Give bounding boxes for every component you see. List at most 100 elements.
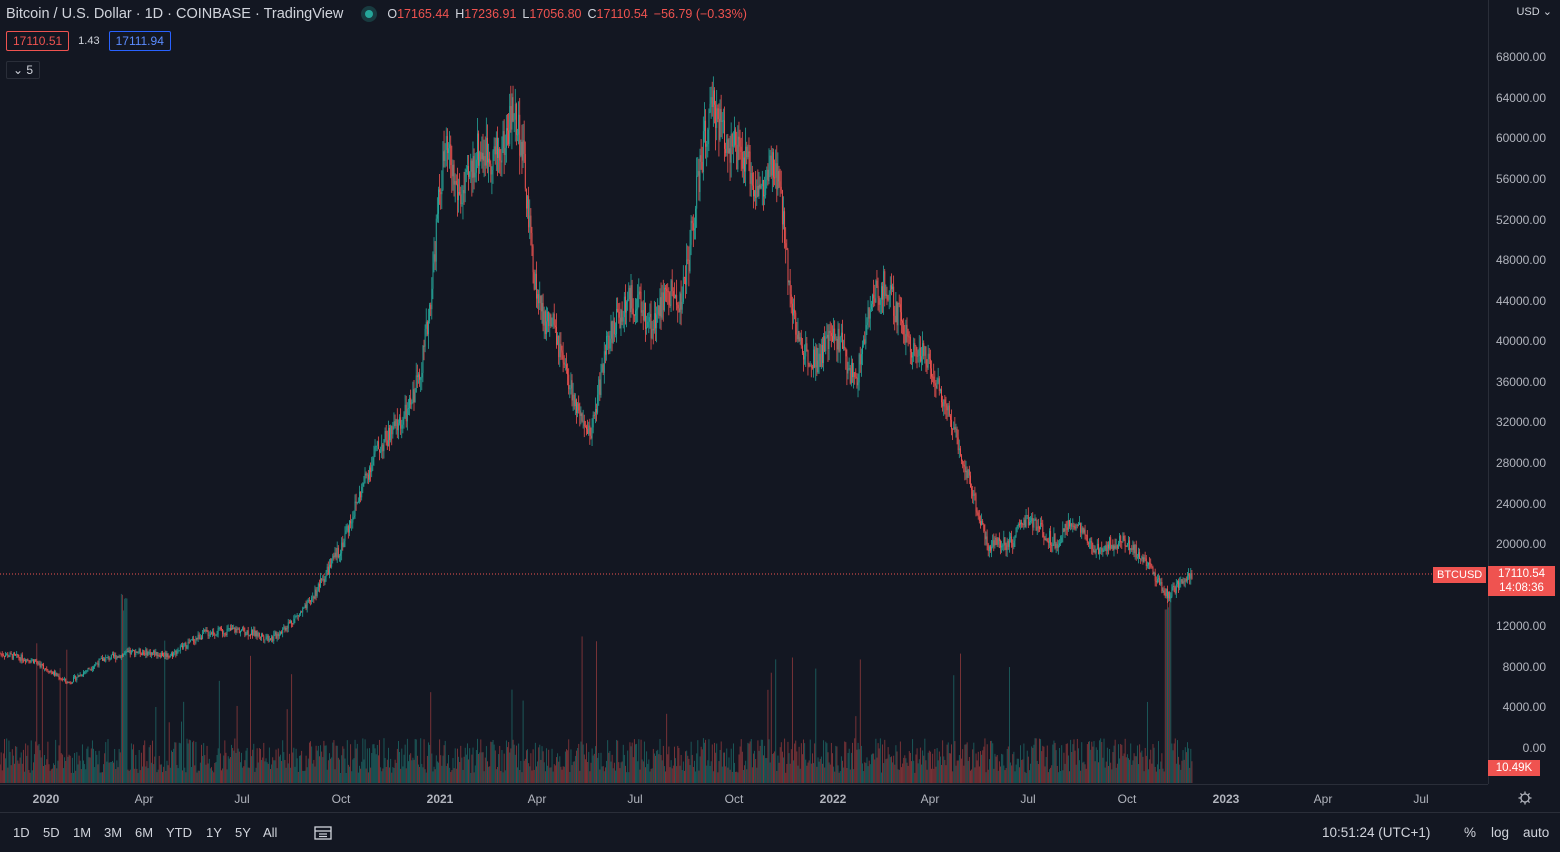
candle-body (779, 181, 781, 187)
candle-body (586, 426, 587, 430)
candle-body (178, 650, 180, 652)
candle-body (938, 378, 940, 391)
candle-body (1130, 548, 1132, 550)
chart-pane[interactable]: Bitcoin / U.S. Dollar · 1D · COINBASE · … (0, 0, 1488, 784)
candle-body (333, 555, 335, 557)
candle-body (695, 208, 697, 229)
log-toggle[interactable]: log (1491, 825, 1510, 840)
price-scale[interactable]: USD ⌄ 68000.00 64000.00 60000.00 56000.00 52… (1488, 0, 1560, 784)
range-button-1y[interactable]: 1Y (206, 825, 222, 840)
volume-bar (271, 764, 273, 783)
volume-bar (507, 747, 508, 783)
volume-bar (826, 743, 828, 783)
date-range-icon[interactable] (314, 825, 332, 841)
volume-bar (784, 738, 786, 783)
volume-bar (846, 768, 848, 783)
volume-bar (127, 769, 129, 783)
candle-body (569, 388, 571, 390)
clock-timezone[interactable]: 10:51:24 (UTC+1) (1322, 825, 1431, 840)
candle-body (1076, 525, 1078, 526)
volume-bar (928, 750, 930, 783)
candle-body (159, 655, 161, 657)
volume-bar (164, 640, 166, 783)
range-button-1m[interactable]: 1M (73, 825, 92, 840)
candle-body (774, 177, 776, 179)
volume-bar (512, 739, 514, 783)
candle-body (490, 163, 492, 175)
candle-body (500, 160, 502, 163)
settings-gear-icon[interactable] (1518, 791, 1532, 805)
volume-bar (29, 772, 31, 783)
range-button-5d[interactable]: 5D (43, 825, 60, 840)
candle-body (573, 394, 575, 407)
indicators-toggle[interactable]: ⌄ 5 (6, 61, 41, 79)
sell-button[interactable]: 17110.51 (6, 31, 70, 51)
price-chart[interactable] (0, 0, 1488, 784)
range-button-6m[interactable]: 6M (135, 825, 154, 840)
volume-bar (0, 752, 2, 783)
volume-bar (942, 740, 944, 783)
volume-bar (986, 744, 988, 783)
candle-body (1015, 527, 1017, 536)
volume-bar (788, 753, 790, 783)
candle-body (6, 653, 8, 656)
volume-bar (223, 755, 225, 783)
auto-toggle[interactable]: auto (1523, 825, 1550, 840)
range-button-1d[interactable]: 1D (13, 825, 30, 840)
candle-body (606, 336, 608, 355)
candle-body (1051, 544, 1053, 546)
currency-selector[interactable]: USD ⌄ (1516, 6, 1552, 18)
volume-bar (420, 738, 422, 783)
candle-body (847, 369, 849, 374)
time-tick-label: Oct (724, 792, 744, 806)
range-button-3m[interactable]: 3M (104, 825, 123, 840)
candle-body (252, 629, 254, 636)
candle-body (260, 636, 261, 638)
volume-bar (1152, 744, 1154, 783)
volume-bar (744, 765, 746, 783)
candle-body (488, 158, 490, 163)
volume-bar (32, 762, 34, 783)
volume-bar (188, 739, 190, 783)
volume-bar (675, 758, 677, 783)
range-button-5y[interactable]: 5Y (235, 825, 251, 840)
candle-body (592, 415, 594, 428)
candle-body (837, 328, 839, 350)
candle-body (801, 345, 803, 354)
candle-body (139, 648, 141, 654)
candle-body (51, 672, 53, 675)
candle-body (1163, 590, 1165, 593)
candle-body (845, 347, 847, 357)
market-status-icon[interactable] (365, 10, 374, 18)
candle-body (383, 439, 385, 452)
candle-body (21, 654, 23, 661)
candle-body (708, 112, 710, 130)
candle-body (926, 365, 928, 368)
range-button-ytd[interactable]: YTD (166, 825, 192, 840)
candle-body (674, 297, 675, 299)
candle-body (997, 538, 999, 545)
volume-bar (689, 765, 691, 783)
buy-button[interactable]: 17111.94 (108, 31, 171, 51)
volume-bar (215, 762, 217, 783)
symbol-title[interactable]: Bitcoin / U.S. Dollar · 1D · COINBASE · … (6, 6, 344, 22)
percent-toggle[interactable]: % (1464, 825, 1477, 840)
candle-body (58, 675, 60, 679)
volume-bar (655, 755, 656, 783)
volume-bar (298, 755, 300, 783)
volume-bar (697, 740, 699, 783)
candle-body (1001, 545, 1003, 548)
volume-bar (1023, 743, 1025, 783)
volume-bar (152, 740, 153, 783)
candle-body (453, 164, 455, 185)
volume-bar (695, 771, 697, 783)
range-button-all[interactable]: All (263, 825, 278, 840)
candle-body (1177, 581, 1178, 585)
volume-bar (264, 761, 266, 783)
volume-bar (790, 749, 792, 783)
candle-body (515, 103, 517, 135)
candle-body (375, 445, 377, 448)
candle-body (431, 288, 433, 310)
time-scale[interactable]: 2020 Apr Jul Oct 2021 Apr Jul Oct 2022 Apr Jul Oct 2… (0, 784, 1488, 812)
volume-bar (95, 750, 97, 783)
